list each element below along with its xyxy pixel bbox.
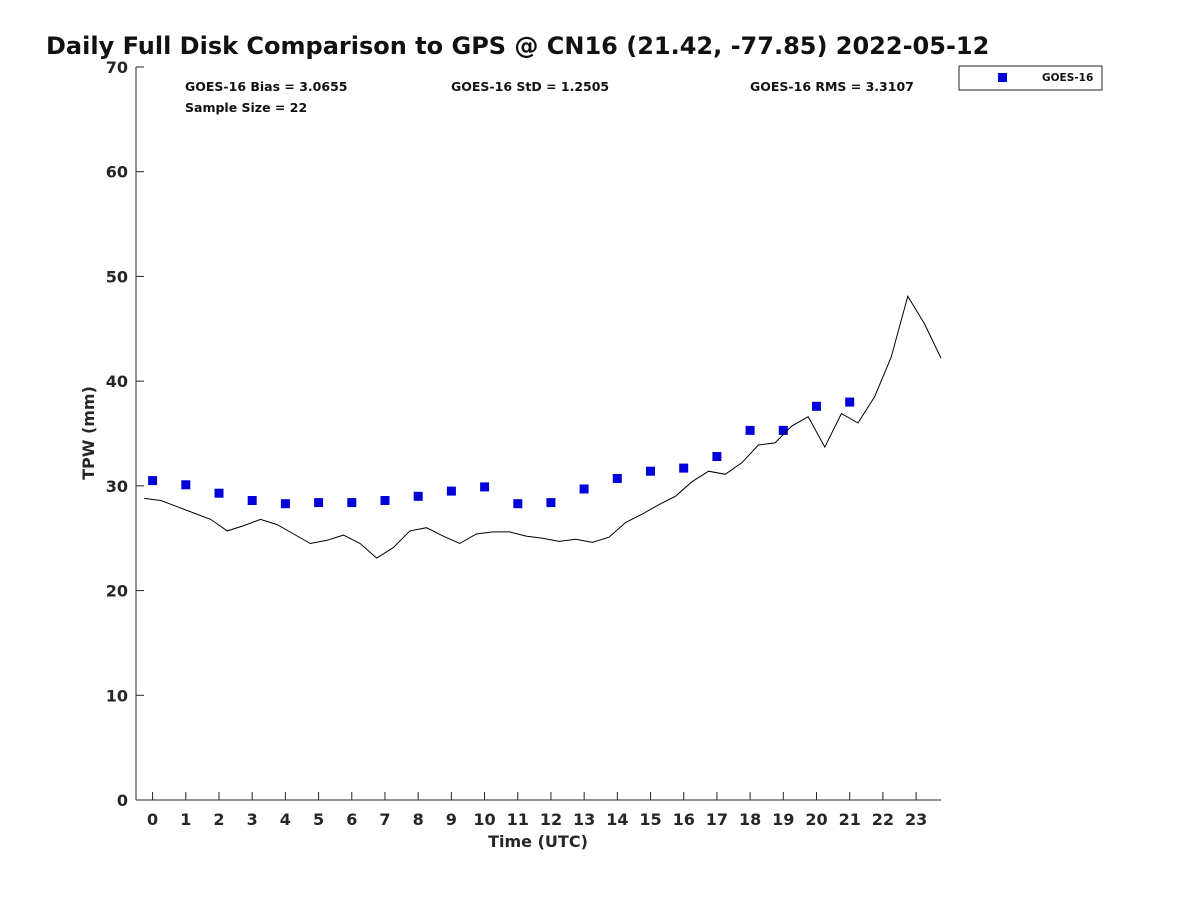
data-point — [347, 498, 357, 508]
data-point — [579, 484, 589, 494]
data-point — [214, 488, 224, 498]
x-tick-label: 22 — [872, 810, 894, 829]
data-point — [646, 466, 655, 476]
x-tick-label: 14 — [606, 810, 628, 829]
data-point — [380, 496, 390, 505]
x-tick-label: 8 — [413, 810, 424, 829]
data-point — [546, 498, 556, 508]
x-tick-label: 10 — [473, 810, 495, 829]
y-tick-label: 20 — [106, 582, 128, 601]
y-tick-label: 50 — [106, 267, 128, 286]
data-point — [413, 491, 423, 501]
x-tick-label: 19 — [772, 810, 794, 829]
y-tick-label: 10 — [106, 686, 128, 705]
legend-box — [958, 65, 1103, 91]
x-tick-label: 2 — [213, 810, 224, 829]
legend-label-goes-16: GOES-16 — [1042, 72, 1093, 84]
y-tick-label: 30 — [106, 477, 128, 496]
gps-line — [144, 295, 942, 559]
x-tick-label: 20 — [805, 810, 827, 829]
x-tick-label: 5 — [313, 810, 324, 829]
y-tick-label: 60 — [106, 163, 128, 182]
chart-title: Daily Full Disk Comparison to GPS @ CN16… — [46, 32, 989, 60]
data-point — [745, 425, 755, 435]
data-point — [612, 474, 622, 483]
data-point — [845, 397, 855, 407]
sample-size-annotation: Sample Size = 22 — [185, 100, 307, 115]
y-tick-label: 0 — [117, 791, 128, 810]
x-tick-label: 9 — [446, 810, 457, 829]
x-tick-label: 3 — [247, 810, 258, 829]
x-tick-label: 12 — [540, 810, 562, 829]
x-tick-label: 15 — [639, 810, 661, 829]
data-point — [812, 401, 821, 411]
data-point — [712, 452, 722, 461]
x-tick-label: 18 — [739, 810, 761, 829]
x-tick-label: 7 — [379, 810, 390, 829]
data-point — [480, 482, 490, 492]
x-tick-label: 21 — [839, 810, 861, 829]
data-point — [513, 499, 523, 509]
x-axis-label: Time (UTC) — [488, 832, 588, 851]
x-tick-label: 4 — [280, 810, 291, 829]
data-point — [446, 486, 456, 496]
legend: GOES-16 — [958, 65, 1103, 91]
x-tick-label: 23 — [905, 810, 927, 829]
x-axis: 0 1 2 3 4 5 6 7 8 9 10 11 12 13 14 15 16 17 18 19 20 21 22 23 — [136, 792, 941, 829]
std-annotation: GOES-16 StD = 1.2505 — [451, 79, 609, 94]
x-tick-label: 11 — [507, 810, 529, 829]
data-point — [148, 476, 158, 486]
bias-annotation: GOES-16 Bias = 3.0655 — [185, 79, 347, 94]
x-tick-label: 0 — [147, 810, 158, 829]
legend-marker-goes-16 — [998, 73, 1007, 82]
x-tick-label: 16 — [673, 810, 695, 829]
x-tick-label: 6 — [346, 810, 357, 829]
data-point — [181, 480, 191, 490]
x-tick-label: 13 — [573, 810, 595, 829]
data-point — [778, 425, 788, 435]
y-axis-label: TPW (mm) — [79, 386, 98, 480]
y-tick-label: 70 — [106, 58, 128, 77]
data-point — [280, 499, 290, 509]
x-tick-label: 17 — [706, 810, 728, 829]
data-point — [314, 498, 324, 508]
series-layer — [144, 295, 942, 559]
series-goes-16 — [148, 397, 855, 509]
y-axis: 0 10 20 30 40 50 60 70 — [106, 58, 144, 810]
rms-annotation: GOES-16 RMS = 3.3107 — [750, 79, 914, 94]
data-point — [247, 496, 257, 505]
data-point — [679, 463, 689, 473]
x-tick-label: 1 — [180, 810, 191, 829]
y-tick-label: 40 — [106, 372, 128, 391]
